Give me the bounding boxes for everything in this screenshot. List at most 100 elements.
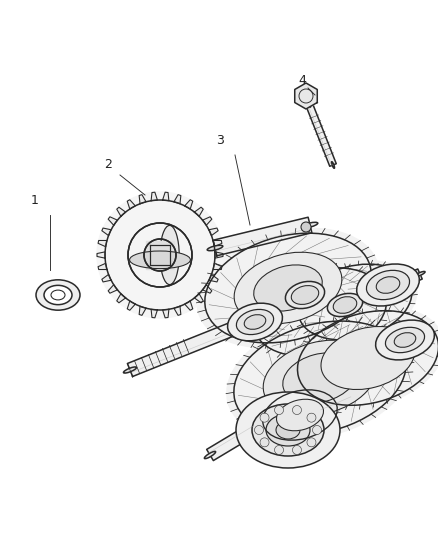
Polygon shape: [145, 240, 174, 269]
Polygon shape: [127, 301, 135, 310]
Ellipse shape: [332, 161, 335, 168]
Polygon shape: [318, 390, 352, 413]
Ellipse shape: [415, 271, 425, 277]
Polygon shape: [209, 228, 218, 236]
Ellipse shape: [291, 286, 319, 304]
Ellipse shape: [307, 101, 311, 107]
Polygon shape: [102, 274, 111, 282]
Polygon shape: [127, 200, 135, 209]
Text: 2: 2: [104, 158, 112, 172]
Ellipse shape: [254, 265, 322, 311]
Ellipse shape: [367, 270, 410, 300]
Polygon shape: [202, 217, 212, 225]
Ellipse shape: [276, 421, 300, 439]
Polygon shape: [139, 306, 146, 316]
Ellipse shape: [321, 327, 415, 390]
Polygon shape: [151, 192, 157, 201]
Ellipse shape: [258, 387, 342, 443]
Ellipse shape: [333, 297, 357, 313]
Ellipse shape: [394, 333, 416, 348]
Polygon shape: [108, 217, 117, 225]
Polygon shape: [215, 252, 223, 258]
Circle shape: [97, 192, 223, 318]
Polygon shape: [97, 252, 105, 258]
Polygon shape: [117, 207, 126, 216]
Circle shape: [275, 406, 283, 415]
Ellipse shape: [297, 96, 315, 106]
Polygon shape: [213, 217, 312, 256]
Polygon shape: [306, 103, 336, 166]
Ellipse shape: [236, 392, 340, 468]
Ellipse shape: [327, 293, 363, 317]
Polygon shape: [98, 240, 107, 247]
Ellipse shape: [376, 320, 434, 360]
Polygon shape: [366, 269, 422, 302]
Text: 4: 4: [298, 74, 306, 86]
Circle shape: [312, 425, 321, 434]
Polygon shape: [202, 285, 212, 293]
Ellipse shape: [385, 327, 424, 353]
Ellipse shape: [234, 252, 342, 324]
Ellipse shape: [36, 280, 80, 310]
Circle shape: [301, 222, 311, 232]
Circle shape: [307, 438, 316, 447]
Polygon shape: [108, 285, 117, 293]
Ellipse shape: [247, 263, 393, 361]
Ellipse shape: [279, 305, 292, 311]
Ellipse shape: [266, 414, 310, 446]
Ellipse shape: [237, 310, 274, 335]
Polygon shape: [185, 301, 193, 310]
Ellipse shape: [244, 314, 266, 329]
Ellipse shape: [293, 260, 417, 344]
Polygon shape: [102, 228, 111, 236]
Text: 1: 1: [31, 193, 39, 206]
Ellipse shape: [124, 367, 137, 373]
Ellipse shape: [376, 277, 400, 293]
Ellipse shape: [263, 340, 377, 416]
Circle shape: [254, 425, 264, 434]
Ellipse shape: [205, 451, 215, 458]
Ellipse shape: [276, 399, 324, 431]
Polygon shape: [174, 306, 181, 316]
Ellipse shape: [252, 404, 324, 456]
Polygon shape: [98, 263, 107, 270]
Polygon shape: [194, 207, 203, 216]
Ellipse shape: [197, 228, 379, 349]
Ellipse shape: [249, 424, 261, 432]
Polygon shape: [151, 309, 157, 318]
Polygon shape: [209, 274, 218, 282]
Ellipse shape: [207, 245, 223, 251]
Circle shape: [307, 413, 316, 422]
Ellipse shape: [286, 281, 325, 309]
Circle shape: [260, 438, 269, 447]
Polygon shape: [213, 240, 222, 247]
Polygon shape: [127, 302, 288, 376]
Polygon shape: [213, 263, 222, 270]
Polygon shape: [207, 423, 258, 461]
Ellipse shape: [51, 290, 65, 300]
Ellipse shape: [315, 406, 325, 410]
Circle shape: [293, 446, 301, 455]
Polygon shape: [139, 195, 146, 204]
Ellipse shape: [346, 393, 355, 397]
Ellipse shape: [363, 294, 373, 300]
Ellipse shape: [160, 225, 179, 285]
Circle shape: [275, 446, 283, 455]
Circle shape: [293, 406, 301, 415]
Ellipse shape: [302, 222, 318, 228]
Ellipse shape: [228, 303, 283, 341]
Text: 3: 3: [216, 133, 224, 147]
Ellipse shape: [291, 306, 438, 409]
Circle shape: [260, 413, 269, 422]
Polygon shape: [117, 294, 126, 303]
Polygon shape: [185, 200, 193, 209]
Polygon shape: [295, 83, 317, 109]
Ellipse shape: [44, 285, 72, 305]
Polygon shape: [162, 192, 169, 201]
Polygon shape: [162, 309, 169, 318]
Ellipse shape: [130, 251, 191, 269]
Polygon shape: [174, 195, 181, 204]
Ellipse shape: [283, 353, 357, 403]
Ellipse shape: [226, 316, 414, 440]
Polygon shape: [194, 294, 203, 303]
